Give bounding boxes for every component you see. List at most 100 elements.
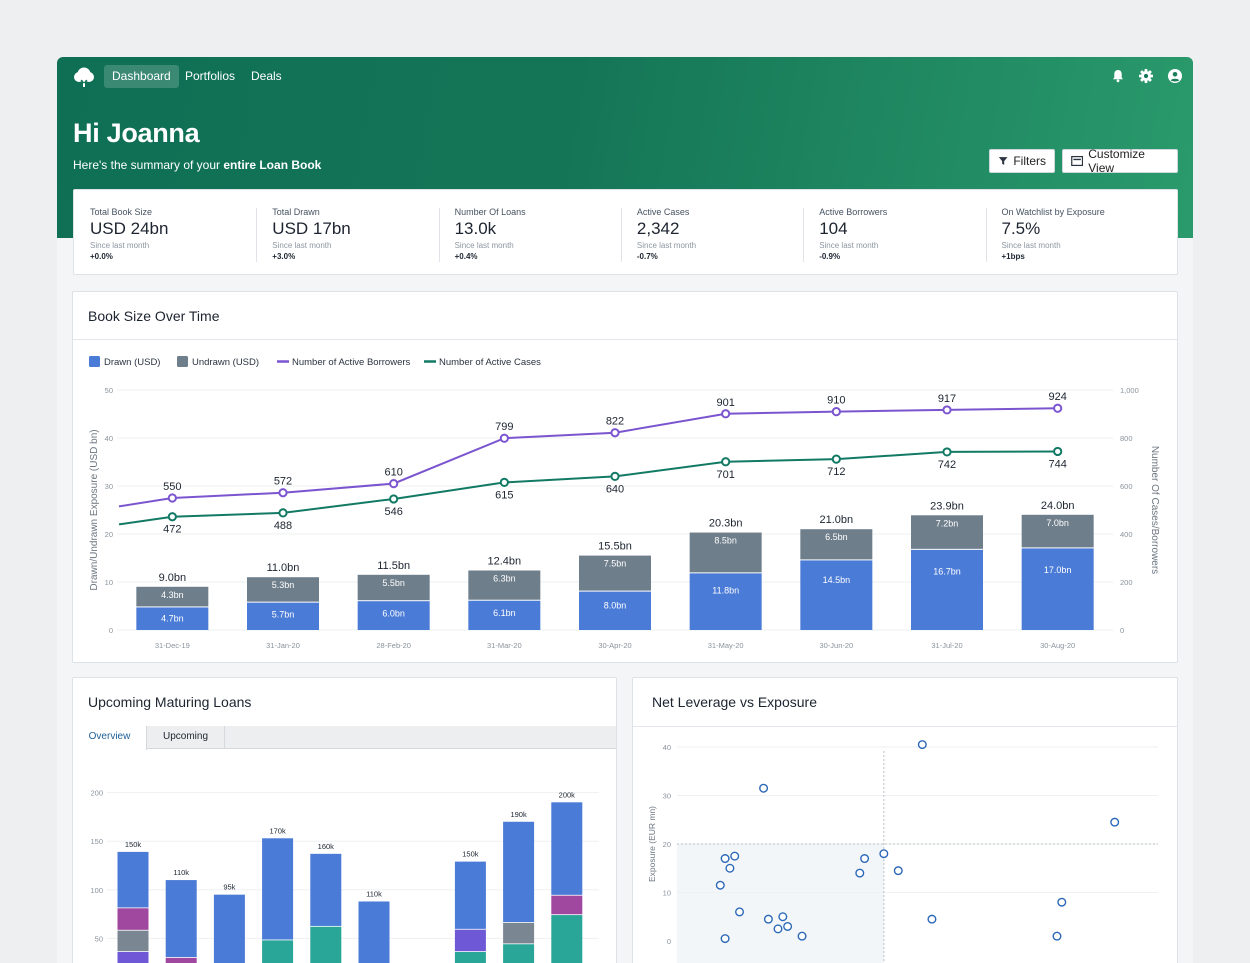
nav-portfolios[interactable]: Portfolios [185,69,236,83]
bar-segment [117,908,149,930]
book-size-title: Book Size Over Time [88,308,220,324]
bar-drawn [468,600,541,630]
cases-label: 615 [495,489,513,501]
borrowers-label: 910 [827,395,845,407]
cases-label: 488 [274,520,292,532]
bar-drawn-label: 6.0bn [382,608,405,618]
kpi-delta: +1bps [1001,252,1025,261]
borrowers-label: 572 [274,476,292,488]
kpi-label: Total Drawn [272,207,320,217]
customize-icon [1071,155,1084,167]
bar-total-label: 110k [173,868,189,877]
maturing-loans-chart: 50 100 150 200 150k 110k 95k 170k 160k 110k 150k 19… [90,789,599,963]
kpi-since: Since last month [454,241,514,250]
kpi-delta: -0.7% [636,252,658,261]
legend-label: Undrawn (USD) [192,357,259,368]
y-axis-label: Drawn/Undrawn Exposure (USD bn) [89,429,100,590]
bar-drawn [579,591,651,630]
kpi-value: 7.5% [1001,219,1041,238]
borrowers-line [118,407,1058,508]
net-leverage-chart: 10 20 30 40 0 Exposure (EUR mn) [647,740,1158,963]
bar-drawn-label: 17.0bn [1044,565,1072,575]
panel-divider [633,726,1177,727]
bell-icon[interactable] [1110,68,1126,84]
scatter-point [720,854,730,864]
y2-tick-label: 600 [1120,482,1133,491]
tree-logo-icon[interactable] [72,65,96,89]
maturing-title: Upcoming Maturing Loans [88,694,252,710]
borrowers-label: 799 [495,421,513,433]
y2-tick-label: 800 [1120,434,1133,443]
cases-point [167,512,177,522]
cases-point [721,457,731,467]
cases-point [389,494,399,504]
bar-drawn [357,601,430,630]
bar-segment [310,853,342,926]
borrowers-point [942,405,952,415]
legend-swatch [89,356,100,367]
y-axis-label: Exposure (EUR mn) [647,806,657,882]
top-nav: Dashboard Portfolios Deals [57,57,1193,97]
scatter-point [735,907,745,917]
kpi-since: Since last month [90,241,150,250]
bar-segment [551,802,583,895]
tab-overview[interactable]: Overview [73,726,147,750]
bar-undrawn-label: 5.3bn [272,580,295,590]
summary-subtitle: Here's the summary of your entire Loan B… [73,158,321,172]
legend-item: Number of Active Borrowers [277,357,411,368]
y-tick-label: 50 [105,386,113,395]
nav-dashboard[interactable]: Dashboard [104,65,179,88]
kpi-summary-card: Total Book Size USD 24bn Since last month +… [73,189,1178,275]
kpi-value: 2,342 [636,219,680,238]
cases-point [499,477,509,487]
maturity-bar: 150k [454,850,486,963]
book-size-panel: Book Size Over Time Drawn (USD) Undrawn (… [72,291,1178,663]
maturing-loans-panel: Upcoming Maturing Loans Overview Upcomin… [72,677,617,963]
subtitle-scope: entire Loan Book [223,158,322,172]
filters-button[interactable]: Filters [989,149,1055,173]
nav-deals[interactable]: Deals [251,69,282,83]
gear-icon[interactable] [1138,68,1154,84]
y-tick-label: 50 [95,934,103,943]
net-leverage-panel: Net Leverage vs Exposure 10 20 30 40 0 Exposu… [632,677,1178,963]
borrowers-point [389,479,399,489]
user-icon[interactable] [1167,68,1183,84]
borrowers-point [721,409,731,419]
bar-undrawn [136,586,209,607]
customize-view-button[interactable]: Customize View [1062,147,1178,175]
borrowers-label: 917 [938,393,956,405]
cases-point [610,471,620,481]
bar-segment [165,880,197,958]
leverage-title: Net Leverage vs Exposure [652,694,817,710]
kpi-label: Active Cases [636,207,690,217]
bar-segment [117,851,149,908]
scatter-point [917,740,927,750]
kpi-delta: -0.9% [819,252,841,261]
bar-drawn-label: 16.7bn [933,566,961,576]
kpi-delta: +3.0% [272,252,296,261]
bar-total-label: 11.0bn [267,562,300,574]
filter-icon [998,157,1008,165]
y-tick-label: 30 [663,792,671,801]
bar-undrawn-label: 8.5bn [714,536,737,546]
y-tick-label: 150 [90,837,103,846]
scatter-point [860,854,870,864]
y2-tick-label: 1,000 [1120,386,1139,395]
app-window: Dashboard Portfolios Deals [57,57,1193,963]
y-tick-label: 20 [663,840,671,849]
scatter-point [783,921,793,931]
bar-segment [454,861,486,929]
borrowers-label: 550 [163,481,181,493]
maturity-bar: 150k [117,840,149,963]
y-tick-label: 10 [105,578,113,587]
tab-upcoming[interactable]: Upcoming [147,726,225,749]
bar-undrawn-label: 5.5bn [382,578,405,588]
bar-segment [117,930,149,952]
scatter-point [725,863,735,873]
bar-segment [262,940,294,963]
filters-label: Filters [1013,154,1046,168]
bar-total-label: 150k [462,850,479,859]
kpi-since: Since last month [636,241,697,250]
scatter-point [1052,931,1062,941]
scatter-point [715,880,725,890]
